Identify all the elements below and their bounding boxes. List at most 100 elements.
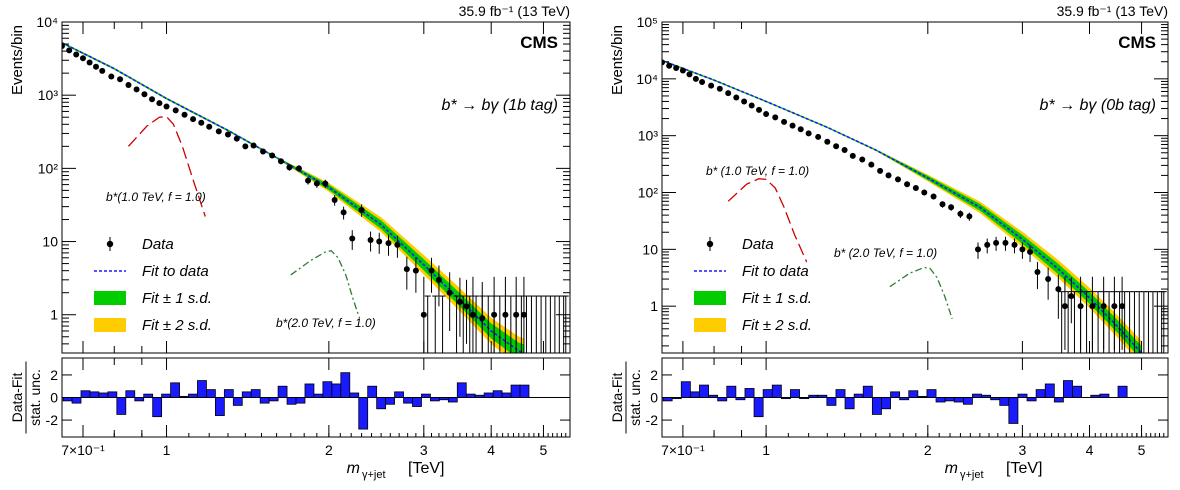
- signal-label-2: b*(2.0 TeV, f = 1.0): [276, 316, 376, 330]
- ratio-bar: [1017, 393, 1028, 398]
- y-tick-label: 10²: [638, 185, 659, 201]
- ratio-bar: [1053, 397, 1064, 403]
- ratio-bar: [1026, 397, 1037, 402]
- y-tick-label: 1: [50, 307, 58, 323]
- data-point: [1077, 303, 1084, 310]
- data-point: [435, 276, 442, 283]
- data-point: [376, 238, 383, 245]
- data-point: [322, 180, 329, 187]
- x-tick-label: 1: [163, 442, 171, 458]
- ratio-bar: [790, 389, 800, 398]
- data-point: [385, 240, 392, 247]
- data-point: [340, 209, 347, 216]
- legend-label-4: Fit ± 2 s.d.: [142, 317, 212, 334]
- x-tick-label: 1: [762, 442, 770, 458]
- data-point: [859, 156, 866, 163]
- data-point: [725, 90, 732, 97]
- ratio-bar: [1044, 383, 1055, 398]
- signal-label-1: b*(1.0 TeV, f = 1.0): [106, 190, 206, 204]
- ratio-bar: [881, 397, 891, 410]
- ratio-bar: [421, 393, 431, 398]
- signal-curve-2: [290, 249, 361, 319]
- luminosity-label: 35.9 fb⁻¹ (13 TeV): [459, 3, 570, 19]
- ratio-bar: [762, 389, 773, 398]
- data-point: [841, 146, 848, 153]
- ratio-bar: [259, 397, 270, 404]
- data-point: [673, 65, 680, 72]
- ratio-bar: [385, 397, 395, 405]
- ratio-bar: [862, 385, 873, 398]
- data-point: [993, 239, 1000, 246]
- signal-curve-2: [889, 266, 953, 319]
- ratio-bar: [999, 397, 1010, 406]
- data-point: [93, 63, 100, 70]
- data-point: [772, 114, 779, 121]
- ratio-bar: [358, 397, 369, 430]
- data-point: [662, 59, 665, 66]
- data-point: [966, 213, 973, 220]
- plot-area: [662, 59, 1167, 353]
- x-tick-label: 3: [420, 442, 428, 458]
- legend-marker-dot: [106, 240, 114, 248]
- ratio-bar: [277, 385, 288, 398]
- data-point: [733, 94, 740, 101]
- x-axis-title-unit: [TeV]: [1006, 460, 1042, 477]
- data-point: [699, 78, 706, 85]
- data-point: [428, 267, 435, 274]
- data-point: [224, 131, 231, 138]
- data-point: [305, 177, 312, 184]
- data-point: [756, 106, 763, 113]
- ratio-bar: [890, 391, 901, 398]
- fit-line: [662, 59, 1143, 353]
- ratio-bar: [349, 392, 360, 398]
- data-point: [66, 47, 73, 54]
- data-point: [463, 303, 470, 310]
- data-point: [666, 62, 673, 69]
- ratio-bar: [322, 381, 333, 398]
- x-axis-title-main: m: [347, 460, 360, 477]
- ratio-bar: [430, 397, 440, 402]
- ratio-bar: [826, 397, 837, 406]
- ratio-bar: [753, 397, 764, 418]
- cms-label: CMS: [1118, 33, 1156, 52]
- ratio-title-bottom: stat. unc.: [27, 369, 43, 426]
- data-point: [117, 76, 124, 83]
- data-point: [885, 172, 892, 179]
- x-tick-label: 5: [1138, 442, 1146, 458]
- ratio-bar: [152, 397, 163, 418]
- ratio-bar: [717, 397, 728, 402]
- ratio-bar: [170, 382, 180, 398]
- ratio-bar: [295, 397, 306, 404]
- ratio-bar: [412, 397, 422, 407]
- data-point: [313, 180, 320, 187]
- y-tick-label: 10³: [38, 87, 59, 103]
- data-point: [295, 165, 302, 172]
- data-point: [367, 236, 374, 243]
- y-tick-label: 10: [642, 241, 658, 257]
- ratio-bar: [313, 393, 324, 398]
- legend-label-4: Fit ± 2 s.d.: [742, 317, 812, 334]
- data-point: [748, 102, 755, 109]
- x-tick-label: 5: [540, 442, 548, 458]
- data-point: [1089, 303, 1096, 310]
- ratio-bar: [250, 389, 261, 398]
- ratio-title-bottom: stat. unc.: [627, 369, 643, 426]
- ratio-bar: [844, 397, 855, 410]
- ratio-bar: [241, 391, 252, 398]
- data-point: [789, 122, 796, 129]
- x-tick-label: 2: [924, 442, 932, 458]
- ratio-bar: [944, 397, 955, 402]
- ratio-bar: [286, 397, 297, 405]
- ratio-bar: [744, 388, 755, 398]
- ratio-bar: [134, 397, 145, 402]
- x-axis-title-sub: γ+jet: [960, 469, 984, 481]
- data-point: [215, 128, 222, 135]
- ratio-bar: [143, 393, 154, 398]
- ratio-bar: [268, 397, 279, 402]
- ratio-bar: [835, 389, 846, 398]
- ratio-bar: [926, 389, 937, 398]
- legend-box: [94, 291, 126, 305]
- data-point: [206, 123, 213, 130]
- ratio-bar: [1099, 393, 1110, 398]
- data-point: [156, 100, 163, 107]
